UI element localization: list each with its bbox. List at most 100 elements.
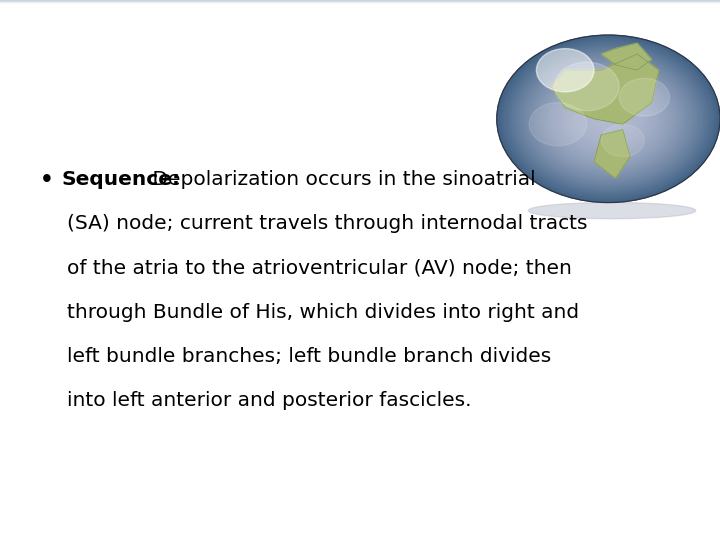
Bar bbox=[0, 3, 720, 87]
Circle shape bbox=[552, 76, 665, 161]
Bar bbox=[0, 4, 720, 220]
Bar bbox=[0, 2, 720, 42]
Bar bbox=[0, 4, 720, 234]
Circle shape bbox=[542, 69, 675, 168]
Circle shape bbox=[595, 109, 621, 129]
Circle shape bbox=[512, 46, 705, 191]
Bar bbox=[0, 4, 720, 196]
Text: Depolarization occurs in the sinoatrial: Depolarization occurs in the sinoatrial bbox=[146, 170, 536, 189]
Text: Sequence:: Sequence: bbox=[61, 170, 180, 189]
Bar bbox=[0, 3, 720, 62]
Circle shape bbox=[499, 37, 718, 201]
Circle shape bbox=[601, 124, 644, 157]
Bar bbox=[0, 4, 720, 206]
Circle shape bbox=[576, 94, 641, 143]
Circle shape bbox=[597, 110, 620, 127]
Circle shape bbox=[570, 90, 647, 147]
Ellipse shape bbox=[528, 202, 696, 219]
Circle shape bbox=[529, 103, 587, 146]
Circle shape bbox=[533, 62, 684, 176]
Bar bbox=[0, 2, 720, 53]
Bar bbox=[0, 3, 720, 134]
Bar bbox=[0, 2, 720, 26]
Bar bbox=[0, 2, 720, 4]
Bar bbox=[0, 4, 720, 235]
Bar bbox=[0, 3, 720, 117]
Bar bbox=[0, 4, 720, 188]
Bar bbox=[0, 3, 720, 176]
Circle shape bbox=[559, 82, 657, 156]
Bar bbox=[0, 3, 720, 119]
Bar bbox=[0, 2, 720, 28]
Circle shape bbox=[548, 73, 669, 164]
Bar bbox=[0, 4, 720, 216]
Bar bbox=[0, 3, 720, 93]
Bar bbox=[0, 3, 720, 163]
Bar bbox=[0, 3, 720, 168]
Circle shape bbox=[584, 100, 633, 137]
Bar bbox=[0, 3, 720, 133]
Bar bbox=[0, 3, 720, 85]
Bar bbox=[0, 3, 720, 121]
Bar bbox=[0, 4, 720, 208]
Bar bbox=[0, 2, 720, 32]
Bar bbox=[0, 2, 720, 6]
Circle shape bbox=[520, 52, 697, 185]
Bar bbox=[0, 3, 720, 103]
Bar bbox=[0, 2, 720, 20]
Bar bbox=[0, 3, 720, 68]
Bar bbox=[0, 3, 720, 123]
Circle shape bbox=[590, 105, 627, 133]
Bar bbox=[0, 4, 720, 200]
Bar bbox=[0, 3, 720, 57]
Bar bbox=[0, 3, 720, 174]
Circle shape bbox=[550, 75, 667, 163]
Circle shape bbox=[531, 60, 686, 177]
Circle shape bbox=[540, 68, 677, 170]
Bar bbox=[0, 3, 720, 170]
Bar bbox=[0, 3, 720, 83]
Bar bbox=[0, 3, 720, 81]
Bar bbox=[0, 2, 720, 18]
Bar bbox=[0, 3, 720, 107]
Bar bbox=[0, 2, 720, 8]
Bar bbox=[0, 3, 720, 63]
Circle shape bbox=[575, 93, 642, 144]
Circle shape bbox=[554, 62, 619, 111]
Circle shape bbox=[561, 83, 656, 154]
Bar bbox=[0, 3, 720, 105]
Bar bbox=[0, 3, 720, 71]
Circle shape bbox=[527, 58, 690, 180]
Bar bbox=[0, 3, 720, 137]
Text: of the atria to the atrioventricular (AV) node; then: of the atria to the atrioventricular (AV… bbox=[67, 259, 572, 278]
Bar bbox=[0, 3, 720, 73]
Bar bbox=[0, 3, 720, 145]
Bar bbox=[0, 4, 720, 194]
Bar bbox=[0, 2, 720, 22]
Bar bbox=[0, 2, 720, 38]
Circle shape bbox=[523, 55, 693, 183]
Bar bbox=[0, 3, 720, 59]
Bar bbox=[0, 4, 720, 218]
Circle shape bbox=[506, 42, 711, 195]
Circle shape bbox=[569, 89, 648, 148]
Circle shape bbox=[593, 107, 624, 130]
Bar bbox=[0, 3, 720, 97]
Circle shape bbox=[557, 80, 660, 157]
Bar bbox=[0, 4, 720, 212]
Bar bbox=[0, 3, 720, 172]
Bar bbox=[0, 3, 720, 125]
Bar bbox=[0, 3, 720, 91]
Bar bbox=[0, 3, 720, 158]
Bar bbox=[0, 2, 720, 30]
Bar bbox=[0, 2, 720, 24]
Circle shape bbox=[619, 78, 670, 116]
Circle shape bbox=[508, 44, 708, 194]
Circle shape bbox=[516, 49, 701, 188]
Bar bbox=[0, 3, 720, 65]
Circle shape bbox=[606, 117, 611, 120]
Bar bbox=[0, 4, 720, 222]
Bar bbox=[0, 3, 720, 89]
Bar bbox=[0, 3, 720, 143]
Circle shape bbox=[600, 113, 616, 125]
